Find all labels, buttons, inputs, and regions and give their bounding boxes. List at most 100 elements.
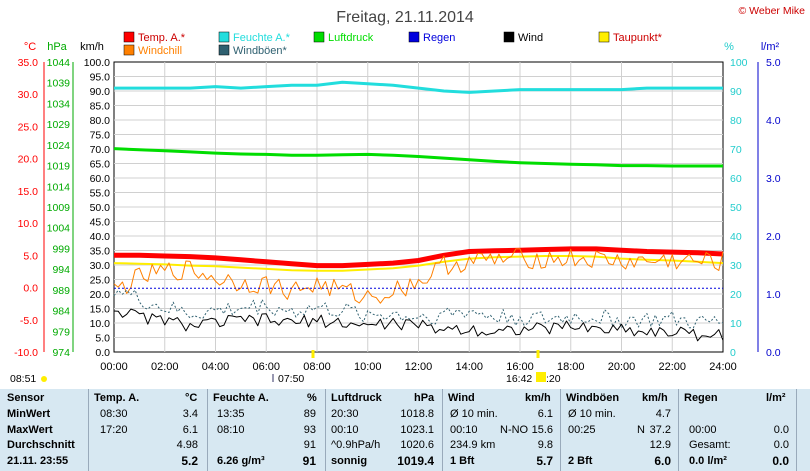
sunrise-time: 07:50	[278, 373, 304, 385]
legend-label: Taupunkt*	[613, 32, 663, 44]
rain-tick-label: 4.0	[766, 115, 781, 127]
table-row: MinWert 08:30 3.4 13:35 89 20:30 1018.8 Ø 10 mi…	[0, 407, 810, 421]
x-tick-label: 06:00	[252, 361, 280, 373]
header-rain: Regen	[684, 392, 718, 404]
wind-tick-label: 90.0	[90, 86, 111, 98]
legend-label: Regen	[423, 32, 455, 44]
sunset-icon	[536, 372, 546, 382]
sunset-time: 16:42	[506, 373, 532, 385]
wind-tick-label: 25.0	[90, 275, 111, 287]
x-tick-label: 10:00	[354, 361, 382, 373]
header-sensor: Sensor	[7, 392, 45, 404]
header-pressure: Luftdruck	[331, 392, 382, 404]
chart-title: Freitag, 21.11.2014	[336, 9, 474, 26]
sun-icon	[41, 376, 47, 382]
press-tick-label: 1044	[47, 57, 71, 69]
press-tick-label: 979	[52, 326, 70, 338]
table-cell-w-a: Ø 10 min.	[450, 408, 498, 420]
press-tick-label: 1014	[47, 181, 71, 193]
wind-tick-label: 15.0	[90, 304, 111, 316]
table-cell-r-a: Gesamt:	[689, 439, 731, 451]
summary-table: Sensor Temp. A. °C Feuchte A. % Luftdruc…	[0, 389, 810, 471]
x-tick-label: 20:00	[608, 361, 636, 373]
table-cell-w-b: N-NO	[500, 423, 529, 436]
press-tick-label: 989	[52, 285, 70, 297]
press-tick-label: 1009	[47, 202, 71, 214]
header-humidity: Feuchte A.	[213, 392, 269, 404]
table-cell-label: Durchschnitt	[7, 439, 75, 451]
legend-label: Windböen*	[233, 45, 288, 57]
temp-tick-label: 25.0	[18, 121, 39, 133]
hum-tick-label: 100	[730, 57, 748, 69]
temp-tick-label: 0.0	[23, 283, 38, 295]
x-tick-label: 24:00	[709, 361, 737, 373]
table-cell-g-a: 2 Bft	[568, 454, 593, 467]
table-cell-h-time: 08:10	[217, 423, 245, 436]
table-cell-t-time: 17:20	[100, 423, 128, 436]
press-tick-label: 1039	[47, 78, 71, 90]
temp-tick-label: 30.0	[18, 89, 39, 101]
hum-tick-label: 50	[730, 202, 742, 214]
hum-tick-label: 80	[730, 115, 742, 127]
table-cell-h-time: 6.26 g/m³	[217, 454, 265, 467]
legend-swatch	[503, 31, 515, 43]
table-cell-w-a: 234.9 km	[450, 439, 496, 451]
x-tick-label: 22:00	[658, 361, 686, 373]
hum-tick-label: 60	[730, 173, 742, 185]
x-tick-label: 12:00	[405, 361, 433, 373]
table-cell-p-val: 1020.6	[400, 439, 434, 451]
rain-tick-label: 1.0	[766, 289, 781, 301]
table-cell-label: MaxWert	[7, 423, 53, 436]
sun-left-time: 08:51	[10, 373, 36, 385]
table-cell-h-val: 89	[303, 408, 316, 420]
table-cell-h-val: 91	[302, 453, 316, 468]
table-cell-p-time: ^0.9hPa/h	[331, 439, 381, 451]
rain-tick-label: 2.0	[766, 231, 781, 243]
wind-tick-label: 55.0	[90, 188, 111, 200]
table-cell-label: MinWert	[7, 408, 51, 420]
table-row: MaxWert 17:20 6.1 08:10 93 00:10 1023.1 00:10 N-…	[0, 423, 810, 437]
table-cell-r-val: 0.0	[772, 453, 789, 468]
wind-axis-label: km/h	[80, 41, 104, 53]
table-cell-g-a: Ø 10 min.	[568, 408, 616, 420]
series-line	[114, 246, 724, 269]
table-cell-t-val: 3.4	[182, 408, 198, 420]
press-tick-label: 1004	[47, 223, 71, 235]
table-cell-g-a: 00:25	[568, 423, 596, 436]
legend-swatch	[598, 31, 610, 43]
temp-axis-label: °C	[24, 41, 36, 53]
table-cell-t-val: 4.98	[176, 439, 198, 451]
table-cell-g-val: 37.2	[649, 423, 671, 436]
wind-tick-label: 10.0	[90, 318, 111, 330]
wind-tick-label: 95.0	[90, 72, 111, 84]
series-line	[113, 248, 724, 304]
weather-chart: 00:00 02:00 04:00 06:00 08:00 10:00 12:00 14:00…	[10, 5, 805, 385]
table-cell-g-b: N	[637, 423, 645, 436]
table-header-row: Sensor Temp. A. °C Feuchte A. % Luftdruc…	[0, 391, 810, 405]
series-line	[113, 147, 723, 168]
hum-tick-label: 0	[730, 347, 736, 359]
temp-tick-label: 35.0	[18, 57, 39, 69]
table-cell-h-val: 91	[303, 439, 316, 451]
press-tick-label: 974	[52, 347, 70, 359]
wind-tick-label: 70.0	[90, 144, 111, 156]
table-cell-p-val: 1023.1	[400, 423, 434, 436]
temp-tick-label: 20.0	[18, 154, 39, 166]
legend-swatch	[408, 31, 420, 43]
hum-axis-label: %	[724, 41, 734, 53]
legend-label: Wind	[518, 32, 543, 44]
wind-tick-label: 85.0	[90, 101, 111, 113]
header-rain-unit: l/m²	[766, 392, 786, 404]
wind-tick-label: 35.0	[90, 246, 111, 258]
hum-tick-label: 90	[730, 86, 742, 98]
table-cell-w-val: 9.8	[537, 439, 553, 451]
wind-tick-label: 75.0	[90, 130, 111, 142]
wind-tick-label: 60.0	[90, 173, 111, 185]
series-line	[113, 308, 724, 342]
temp-tick-label: -10.0	[14, 347, 38, 359]
hum-tick-label: 10	[730, 318, 742, 330]
table-cell-t-val: 6.1	[182, 423, 198, 436]
table-row: Durchschnitt 4.98 91 ^0.9hPa/h 1020.6 234.9 k…	[0, 438, 810, 452]
header-pressure-unit: hPa	[414, 392, 435, 404]
wind-tick-label: 45.0	[90, 217, 111, 229]
